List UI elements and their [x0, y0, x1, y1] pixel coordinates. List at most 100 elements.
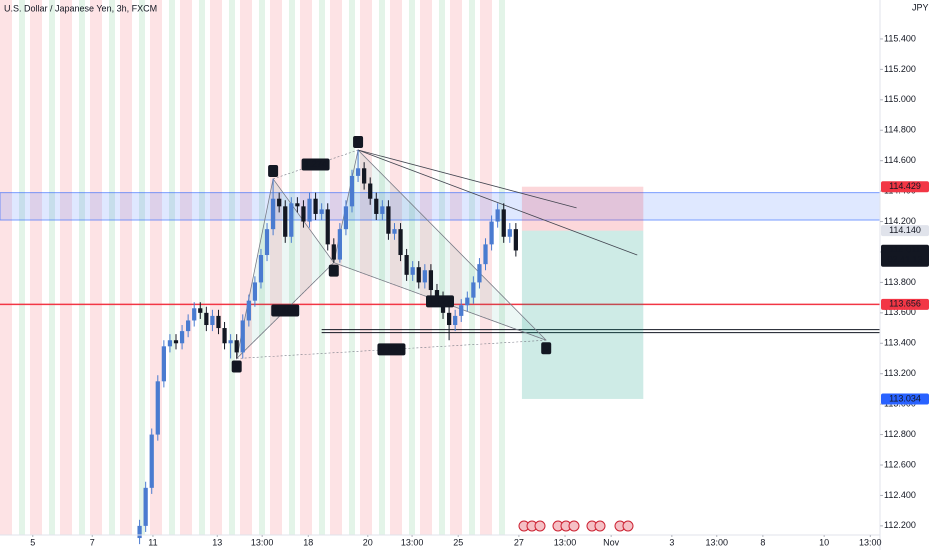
y-tick-label: 114.600	[884, 155, 916, 165]
currency: JPY	[912, 2, 929, 12]
stop-box	[521, 186, 644, 231]
chart-title: U.S. Dollar / Japanese Yen, 3h, FXCM	[4, 3, 157, 13]
candle-body	[489, 221, 494, 245]
x-tick-label: 13:00	[705, 537, 728, 547]
x-tick-label: 13:00	[859, 537, 882, 547]
price-tag-label: 114.011	[889, 245, 920, 255]
trend-line	[357, 149, 638, 256]
candle-body	[398, 229, 403, 256]
stripe	[469, 0, 475, 535]
candle-body	[307, 198, 312, 222]
session-stripes	[0, 0, 505, 535]
ratio-label: 0.891	[380, 344, 403, 354]
candle-body	[204, 312, 209, 326]
x-tick-label: 13:00	[251, 537, 274, 547]
stripe	[439, 0, 445, 535]
stripe	[49, 0, 55, 535]
candle-body	[368, 183, 373, 199]
candle-body	[192, 308, 197, 321]
stripe	[210, 0, 222, 535]
stripe	[229, 0, 235, 535]
pattern-label-bg	[353, 136, 364, 149]
price-tag-label: 113.034	[889, 393, 921, 403]
y-tick-label: 115.000	[884, 94, 916, 104]
stripe	[90, 0, 102, 535]
candle-body	[362, 168, 367, 184]
candle-body	[428, 270, 434, 291]
candle-body	[198, 308, 203, 313]
ratio-label: 1.722	[429, 296, 452, 306]
candle-body	[337, 229, 342, 260]
y-tick-label: 112.200	[884, 520, 916, 530]
stripe	[120, 0, 132, 535]
candle-body	[471, 282, 476, 298]
x-tick-label: 20	[363, 537, 373, 547]
candle-body	[325, 209, 330, 245]
candle-body	[270, 198, 276, 230]
ratio-label-bg	[377, 343, 406, 356]
event-icons	[518, 520, 634, 532]
x-tick-label: 11	[148, 537, 157, 547]
candle-body	[234, 340, 239, 353]
y-tick-label: 112.600	[884, 459, 916, 469]
candle-body	[355, 168, 361, 176]
trend-line	[357, 149, 577, 209]
stripe	[379, 0, 385, 535]
pattern-label-bg	[231, 360, 242, 373]
x-tick-label: 13:00	[401, 537, 424, 547]
stripe	[79, 0, 85, 535]
ratio-label: 1.274	[304, 159, 327, 169]
price-tag-label: 114.140	[889, 225, 921, 235]
pattern-label: D	[543, 343, 550, 353]
stripe	[270, 0, 282, 535]
y-tick-label: 113.600	[884, 307, 916, 317]
candle-body	[446, 312, 452, 326]
candle-body	[483, 244, 488, 265]
stripe	[109, 0, 115, 535]
x-tick-label: 7	[90, 537, 95, 547]
x-tick-label: 18	[303, 537, 313, 547]
candle-body	[453, 315, 458, 326]
candle-body	[343, 206, 349, 230]
candle-body	[258, 255, 264, 283]
candle-body	[434, 290, 440, 298]
x-tick-label: 8	[760, 537, 765, 547]
candle-body	[380, 206, 385, 214]
candle-body	[167, 340, 173, 347]
zone	[0, 192, 881, 221]
candle-body	[277, 198, 282, 207]
y-tick-label: 115.400	[884, 33, 916, 43]
candle-body	[295, 203, 300, 207]
y-tick-label: 113.800	[884, 277, 916, 287]
candle-body	[331, 244, 336, 260]
stripe	[139, 0, 145, 535]
price-tag	[881, 225, 929, 237]
ratio-label-bg	[271, 304, 300, 317]
candle-body	[313, 198, 318, 214]
candle-body	[149, 434, 154, 488]
candle-body	[173, 340, 179, 344]
ratio-label: 0.464	[274, 305, 297, 315]
stripe	[60, 0, 72, 535]
candle-body	[477, 264, 482, 283]
pattern-label-bg	[268, 164, 279, 177]
y-tick-label: 114.200	[884, 216, 916, 226]
candle-body	[374, 198, 379, 214]
price-tag	[881, 393, 929, 405]
countdown: 02:41:13	[887, 255, 922, 265]
stripe	[390, 0, 402, 535]
candle-body	[222, 328, 227, 344]
candle-body	[513, 229, 518, 251]
price-tag	[881, 244, 929, 267]
ratio-label-bg	[426, 295, 454, 308]
price-tag	[881, 298, 929, 310]
candle-body	[459, 305, 464, 316]
y-tick-label: 112.800	[884, 429, 916, 439]
candle-body	[210, 315, 215, 326]
candle-body	[289, 203, 294, 237]
stripe	[169, 0, 175, 535]
stripe	[300, 0, 312, 535]
candle-body	[252, 282, 258, 301]
stripe	[240, 0, 252, 535]
